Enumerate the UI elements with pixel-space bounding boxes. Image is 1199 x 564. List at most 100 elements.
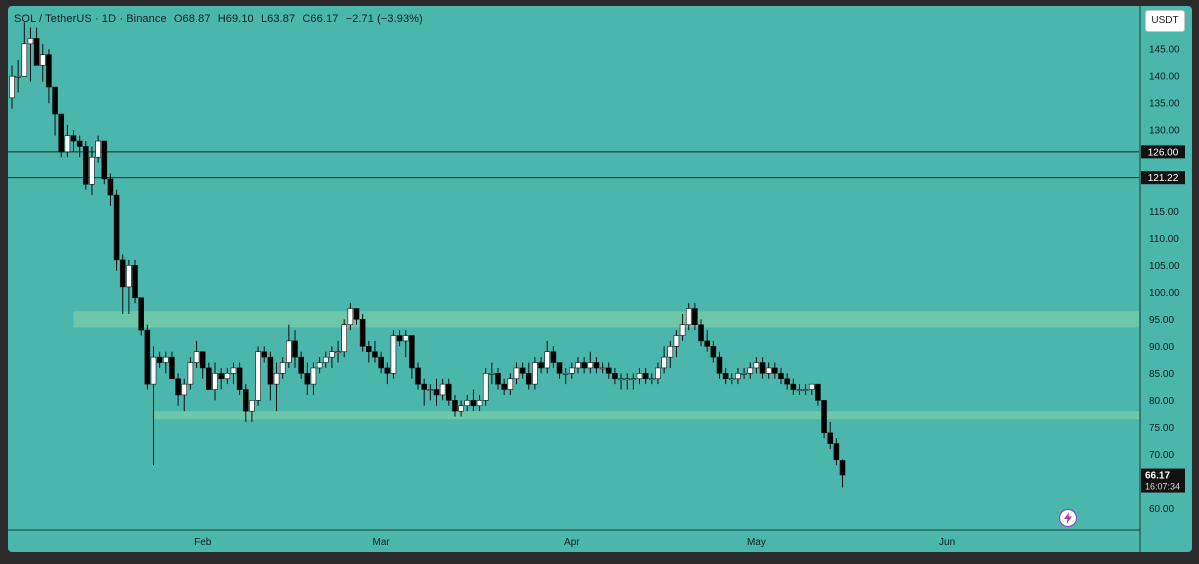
candle-up: [322, 356, 329, 363]
candle-up: [95, 140, 101, 158]
candle-up: [212, 373, 218, 390]
close-value: C66.17: [302, 13, 339, 25]
candle-up: [624, 378, 631, 381]
y-tick-label: 85.00: [1149, 369, 1174, 380]
candle-down: [138, 297, 144, 331]
candle-down: [119, 259, 126, 288]
candle-up: [562, 373, 569, 375]
candle-down: [169, 356, 175, 380]
candle-up: [150, 356, 157, 385]
candle-down: [704, 340, 710, 347]
candle-up: [507, 378, 514, 390]
last-price-label: 66.17: [1145, 471, 1170, 482]
x-tick-label: Mar: [373, 537, 391, 548]
candle-up: [679, 324, 686, 336]
y-tick-label: 95.00: [1149, 315, 1174, 326]
candle-up: [316, 362, 323, 369]
candle-down: [206, 367, 212, 390]
y-tick-label: 115.00: [1149, 207, 1179, 218]
pair-label: SOL / TetherUS · 1D · Binance: [14, 13, 167, 25]
candle-down: [366, 346, 372, 353]
change-value: −2.71 (−3.93%): [345, 13, 423, 25]
candle-up: [187, 362, 194, 385]
chart-panel[interactable]: 150.00145.00140.00135.00130.00115.00110.…: [8, 6, 1192, 552]
candle-down: [692, 308, 698, 326]
x-tick-label: Feb: [194, 537, 212, 548]
candlestick-chart[interactable]: 150.00145.00140.00135.00130.00115.00110.…: [8, 6, 1192, 552]
candle-down: [593, 362, 600, 369]
candle-up: [618, 378, 624, 381]
candle-up: [329, 351, 335, 358]
candle-up: [341, 324, 348, 353]
candle-up: [735, 373, 741, 380]
candle-down: [722, 373, 729, 380]
candle-down: [218, 373, 224, 380]
candle-up: [796, 389, 803, 391]
candle-down: [132, 264, 138, 299]
candle-down: [236, 367, 243, 390]
candle-up: [808, 383, 815, 390]
candle-up: [753, 362, 760, 369]
candle-down: [525, 373, 532, 385]
candle-down: [519, 367, 526, 374]
candle-down: [550, 351, 557, 363]
candle-up: [249, 400, 255, 412]
candle-up: [27, 38, 34, 45]
currency-button[interactable]: USDT: [1145, 10, 1185, 32]
candle-down: [612, 373, 618, 380]
candle-up: [741, 373, 747, 375]
high-value: H69.10: [217, 13, 254, 25]
candle-down: [156, 356, 163, 363]
candle-up: [513, 367, 520, 380]
candle-down: [698, 324, 704, 342]
line-price-tag: [1141, 171, 1185, 185]
candle-up: [489, 373, 495, 375]
candle-down: [261, 351, 268, 358]
support-zone-1: [153, 411, 1139, 420]
candle-down: [556, 362, 563, 374]
candle-up: [163, 356, 169, 363]
symbol-legend: SOL / TetherUS · 1D · Binance O68.87 H69…: [14, 13, 427, 25]
candle-down: [445, 383, 452, 401]
y-tick-label: 130.00: [1149, 126, 1180, 137]
candle-up: [599, 367, 606, 370]
candle-down: [815, 383, 821, 401]
candle-up: [15, 75, 21, 78]
candle-up: [649, 378, 655, 381]
candle-up: [224, 373, 231, 380]
candle-down: [46, 54, 52, 88]
open-value: O68.87: [173, 13, 211, 25]
candle-down: [470, 400, 477, 407]
candle-up: [9, 75, 15, 99]
candle-down: [107, 178, 114, 196]
low-value: L63.87: [260, 13, 296, 25]
candle-down: [827, 432, 834, 444]
candle-up: [255, 351, 261, 401]
x-tick-label: May: [747, 537, 766, 548]
candle-down: [538, 362, 544, 369]
candle-up: [685, 308, 692, 326]
candle-down: [501, 383, 507, 390]
candle-down: [784, 378, 790, 385]
candle-up: [587, 362, 594, 369]
candle-up: [630, 378, 637, 381]
candle-up: [347, 308, 354, 326]
y-tick-label: 105.00: [1149, 261, 1180, 272]
y-tick-label: 90.00: [1149, 342, 1174, 353]
candle-down: [175, 378, 181, 396]
candle-up: [439, 383, 446, 396]
candle-down: [199, 351, 206, 369]
candle-up: [575, 362, 581, 369]
candle-down: [790, 383, 797, 390]
candle-down: [396, 335, 403, 342]
candle-down: [83, 146, 89, 185]
candle-down: [642, 373, 649, 380]
candle-up: [673, 335, 680, 347]
candle-up: [230, 367, 237, 374]
candle-up: [21, 43, 28, 77]
candle-down: [304, 373, 311, 385]
lightning-bolt-icon[interactable]: [1059, 509, 1077, 527]
candle-down: [70, 135, 77, 142]
candle-up: [126, 264, 132, 288]
y-tick-label: 60.00: [1149, 504, 1174, 515]
